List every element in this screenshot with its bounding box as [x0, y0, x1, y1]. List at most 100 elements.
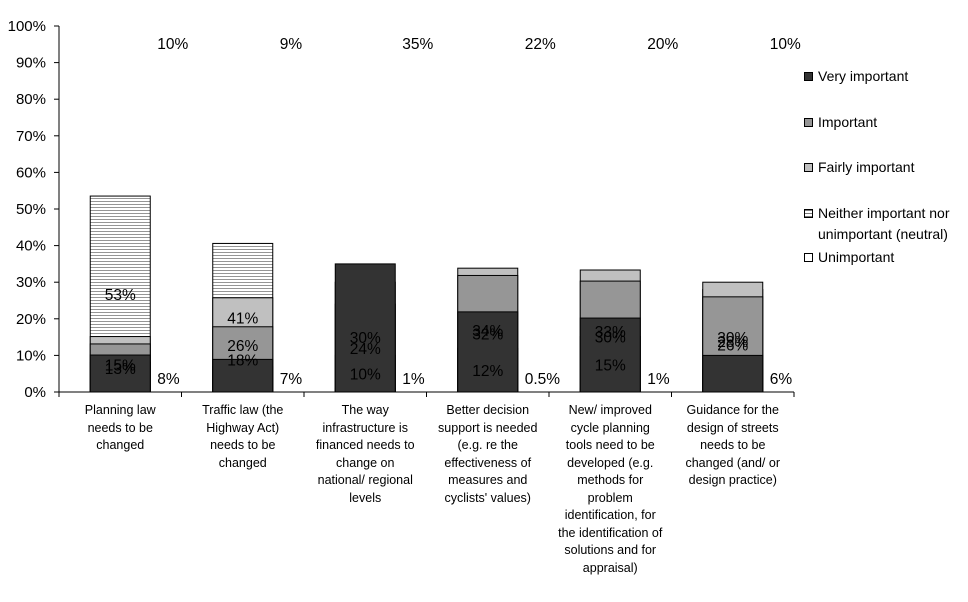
data-label: 0.5%: [525, 371, 561, 388]
category-label-line: problem: [587, 490, 633, 505]
category-label: Better decision support is needed (e.g. re…: [426, 402, 550, 507]
category-label-line: Traffic law (the: [202, 403, 284, 417]
data-label: 13%: [105, 361, 136, 378]
legend-label: Very important: [818, 66, 908, 87]
y-tick-label: 100%: [8, 18, 46, 35]
category-label-line: appraisal): [582, 560, 638, 575]
data-label: 30%: [350, 330, 381, 347]
bar-segment: [457, 311, 519, 393]
data-label: 30%: [595, 330, 626, 347]
data-label: 8%: [157, 371, 180, 388]
y-tick-label: 40%: [16, 238, 46, 255]
category-label-line: Guidance for the: [686, 403, 779, 417]
category-label-line: change on: [336, 455, 395, 470]
data-label: 1%: [647, 371, 670, 388]
data-label: 6%: [770, 371, 793, 388]
category-label: Planning law needs to be changed: [58, 402, 182, 455]
legend-label-line: Neither important nor: [818, 205, 950, 221]
bar-segment: [334, 263, 396, 393]
data-label: 18%: [227, 352, 258, 369]
data-label: 33%: [595, 324, 626, 341]
category-label-line: (e.g. re the: [457, 438, 518, 452]
bar-segment: [702, 354, 764, 393]
category-label: Guidance for the design of streets needs t…: [671, 402, 795, 490]
category-label-line: identification, for: [564, 508, 656, 522]
category-label-line: needs to be: [87, 420, 153, 435]
category-label-line: needs to be: [700, 438, 766, 452]
category-label-line: financed needs to: [315, 438, 415, 452]
legend-swatch: [804, 72, 813, 81]
legend-item: Very important: [804, 66, 908, 87]
category-label-line: Highway Act): [206, 420, 280, 435]
y-tick-label: 0%: [24, 384, 46, 401]
bar-segment: [212, 358, 274, 393]
category-label: The way infrastructure is financed needs t…: [303, 402, 427, 507]
category-label-line: effectiveness of: [444, 455, 532, 470]
category-label-line: changed: [96, 438, 145, 452]
legend-label: Neither important nor unimportant (neutra…: [818, 203, 950, 245]
data-label: 24%: [350, 341, 381, 358]
legend-label: Important: [818, 112, 877, 133]
category-label-line: developed (e.g.: [567, 455, 654, 470]
category-label-line: cycle planning: [570, 420, 650, 435]
category-label-line: New/ improved: [568, 403, 652, 417]
data-label: 10%: [350, 367, 381, 384]
category-label-line: methods for: [577, 473, 644, 487]
y-tick-label: 50%: [16, 201, 46, 218]
legend-swatch: [804, 253, 813, 262]
data-label: 30%: [717, 330, 748, 347]
y-tick-label: 10%: [16, 347, 46, 364]
data-labels: 8%53%15%13%10%7%41%26%18%9%1%10%24%30%35…: [105, 36, 801, 388]
legend-label-line: Important: [818, 114, 878, 130]
category-label-line: the identification of: [558, 525, 663, 540]
data-label: 26%: [717, 337, 748, 354]
data-label: 12%: [472, 363, 503, 380]
data-label: 35%: [402, 36, 433, 53]
category-label-line: tools need to be: [565, 438, 655, 452]
legend-item: Important: [804, 112, 877, 133]
legend-label-line: Unimportant: [818, 249, 895, 265]
data-label: 26%: [227, 338, 258, 355]
legend-swatch: [804, 209, 813, 218]
category-label-line: needs to be: [210, 438, 276, 452]
data-label: 10%: [157, 36, 188, 53]
category-label-line: Better decision: [446, 403, 530, 417]
legend-item: Unimportant: [804, 247, 894, 268]
category-label-line: measures and: [448, 473, 528, 487]
legend-item: Neither important nor unimportant (neutra…: [804, 203, 950, 245]
y-tick-label: 70%: [16, 128, 46, 145]
y-tick-label: 30%: [16, 274, 46, 291]
legend-swatch: [804, 118, 813, 127]
bar-segment: [579, 317, 641, 393]
data-label: 53%: [105, 287, 136, 304]
category-label: New/ improved cycle planning tools need to…: [548, 402, 672, 577]
y-tick-label: 60%: [16, 164, 46, 181]
data-label: 20%: [647, 36, 678, 53]
category-label-line: support is needed: [438, 420, 538, 435]
legend-label: Fairly important: [818, 157, 914, 178]
category-label-line: Planning law: [84, 403, 156, 417]
data-label: 1%: [402, 371, 425, 388]
category-label-line: infrastructure is: [322, 420, 408, 435]
category-label-line: cyclists' values): [444, 490, 531, 505]
category-label: Traffic law (the Highway Act) needs to be c…: [181, 402, 305, 472]
data-label: 41%: [227, 311, 258, 328]
bar-segment: [89, 354, 151, 393]
legend-swatch: [804, 163, 813, 172]
data-label: 10%: [770, 36, 801, 53]
category-label-line: changed (and/ or: [685, 455, 780, 470]
category-label-line: levels: [349, 490, 382, 505]
category-label-line: The way: [341, 403, 389, 417]
legend-label-line: unimportant (neutral): [818, 226, 948, 242]
data-label: 32%: [472, 327, 503, 344]
legend-label-line: Very important: [818, 68, 909, 84]
category-label-line: changed: [218, 455, 267, 470]
data-label: 9%: [280, 36, 303, 53]
category-label-line: design of streets: [686, 420, 779, 435]
category-label-line: national/ regional: [317, 473, 413, 487]
data-label: 15%: [595, 357, 626, 374]
legend-item: Fairly important: [804, 157, 914, 178]
axes: 0% 10% 20% 30% 40% 50% 60% 70% 80% 90% 100%: [8, 18, 795, 401]
data-label: 34%: [472, 323, 503, 340]
